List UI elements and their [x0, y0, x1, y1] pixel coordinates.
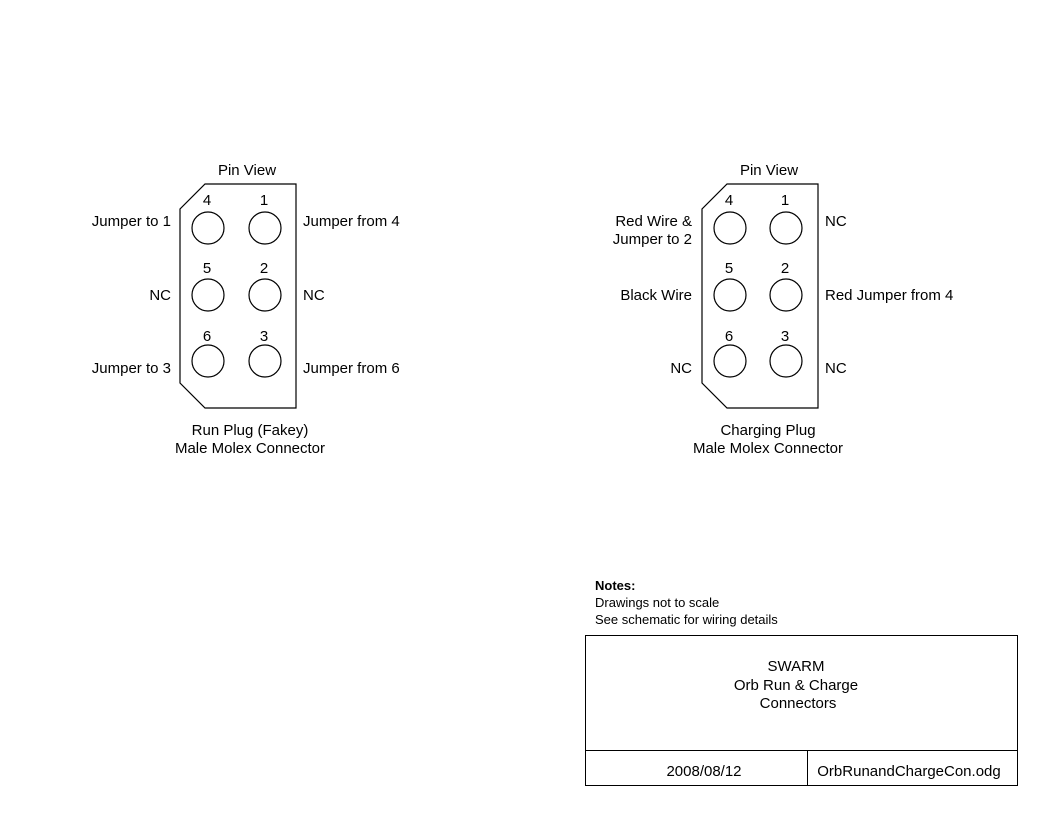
charging-plug-right-label-row1: NC: [825, 213, 847, 230]
charging-plug-pin-number-4: 4: [725, 192, 733, 209]
run-plug-pin-1: [248, 211, 282, 245]
run-plug-right-label-row1: Jumper from 4: [303, 213, 400, 230]
charging-plug-right-label-row2: Red Jumper from 4: [825, 287, 953, 304]
charging-plug-pin-number-6: 6: [725, 328, 733, 345]
charging-plug-pin-6: [713, 344, 747, 378]
run-plug-connector: Pin View 4 1 5 2 6 3 Jumper to 1 NC Jump…: [92, 162, 400, 457]
notes-line-1: Drawings not to scale: [595, 595, 719, 610]
charging-plug-caption-line1: Charging Plug: [720, 422, 815, 439]
charging-plug-left-label-row3: NC: [670, 360, 692, 377]
title-block-filename: OrbRunandChargeCon.odg: [817, 763, 1000, 780]
run-plug-pin-number-1: 1: [260, 192, 268, 209]
run-plug-left-label-row1: Jumper to 1: [92, 213, 171, 230]
charging-plug-pin-number-1: 1: [781, 192, 789, 209]
charging-plug-pin-5: [713, 278, 747, 312]
title-block-title-line3: Connectors: [760, 695, 837, 712]
run-plug-left-label-row3: Jumper to 3: [92, 360, 171, 377]
charging-plug-right-label-row3: NC: [825, 360, 847, 377]
run-plug-caption-line1: Run Plug (Fakey): [192, 422, 309, 439]
charging-plug-pin-2: [769, 278, 803, 312]
run-plug-pin-number-5: 5: [203, 260, 211, 277]
run-plug-pin-5: [191, 278, 225, 312]
notes-title: Notes:: [595, 578, 635, 593]
charging-plug-connector: Pin View 4 1 5 2 6 3 Red Wire & Jumper t…: [613, 162, 954, 457]
run-plug-housing: [179, 183, 297, 409]
charging-plug-left-label-row1-line2: Jumper to 2: [613, 231, 692, 248]
run-plug-pin-4: [191, 211, 225, 245]
run-plug-right-label-row2: NC: [303, 287, 325, 304]
run-plug-left-label-row2: NC: [149, 287, 171, 304]
run-plug-pin-view-header: Pin View: [218, 162, 276, 179]
run-plug-pin-3: [248, 344, 282, 378]
charging-plug-pin-4: [713, 211, 747, 245]
run-plug-pin-number-3: 3: [260, 328, 268, 345]
title-block-date: 2008/08/12: [666, 763, 741, 780]
title-block-title-line1: SWARM: [768, 658, 825, 675]
charging-plug-pin-1: [769, 211, 803, 245]
run-plug-pin-number-4: 4: [203, 192, 211, 209]
charging-plug-housing: [701, 183, 819, 409]
run-plug-pin-number-2: 2: [260, 260, 268, 277]
charging-plug-left-label-row1-line1: Red Wire &: [615, 213, 692, 230]
charging-plug-pin-3: [769, 344, 803, 378]
charging-plug-left-label-row2: Black Wire: [620, 287, 692, 304]
run-plug-right-label-row3: Jumper from 6: [303, 360, 400, 377]
run-plug-caption-line2: Male Molex Connector: [175, 440, 325, 457]
charging-plug-pin-number-5: 5: [725, 260, 733, 277]
charging-plug-pin-number-2: 2: [781, 260, 789, 277]
title-block-title-line2: Orb Run & Charge: [734, 677, 858, 694]
run-plug-pin-2: [248, 278, 282, 312]
notes-block: Notes: Drawings not to scale See schemat…: [595, 578, 778, 627]
run-plug-pin-number-6: 6: [203, 328, 211, 345]
charging-plug-pin-view-header: Pin View: [740, 162, 798, 179]
charging-plug-pin-number-3: 3: [781, 328, 789, 345]
title-block-frame: [585, 635, 1018, 786]
charging-plug-caption-line2: Male Molex Connector: [693, 440, 843, 457]
title-block: SWARM Orb Run & Charge Connectors 2008/0…: [585, 635, 1018, 786]
run-plug-pin-6: [191, 344, 225, 378]
notes-line-2: See schematic for wiring details: [595, 612, 778, 627]
